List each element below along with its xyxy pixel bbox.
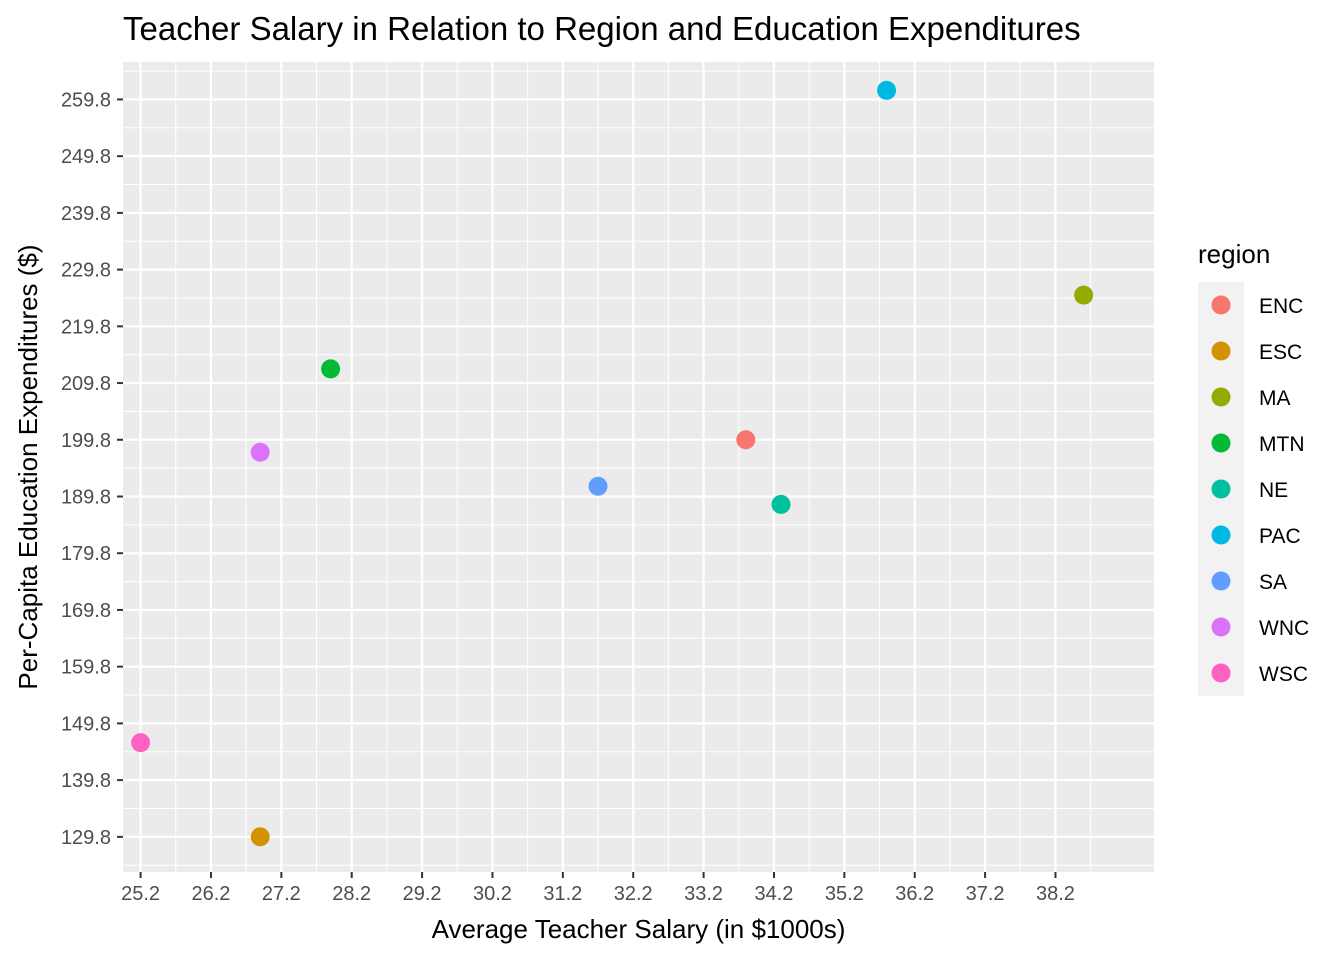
- y-tick-label: 179.8: [61, 543, 111, 565]
- legend-label-ma: MA: [1259, 387, 1291, 410]
- legend-items: ENC ESC MA MTN NE PAC SA WNC WSC: [1211, 295, 1309, 686]
- x-tick-label: 31.2: [543, 883, 582, 905]
- data-point-wnc: [250, 442, 270, 462]
- legend-key-mtn: [1211, 433, 1231, 453]
- data-point-ne: [771, 494, 791, 514]
- legend-label-ne: NE: [1259, 479, 1288, 502]
- y-tick-label: 239.8: [61, 203, 111, 225]
- y-axis-title: Per-Capita Education Expenditures ($): [13, 244, 43, 689]
- legend-label-pac: PAC: [1259, 525, 1301, 548]
- x-axis-title: Average Teacher Salary (in $1000s): [432, 914, 846, 944]
- legend-label-wnc: WNC: [1259, 617, 1309, 640]
- y-tick-label: 159.8: [61, 657, 111, 679]
- y-tick-label: 219.8: [61, 316, 111, 338]
- legend-label-enc: ENC: [1259, 295, 1303, 318]
- x-tick-label: 25.2: [121, 883, 160, 905]
- y-tick-label: 259.8: [61, 89, 111, 111]
- x-tick-label: 26.2: [192, 883, 231, 905]
- plot-panel: [123, 62, 1154, 872]
- legend: region ENC ESC MA MTN NE PAC SA WNC WSC: [1198, 239, 1309, 696]
- x-tick-label: 36.2: [895, 883, 934, 905]
- legend-key-ne: [1211, 479, 1231, 499]
- y-tick-label: 199.8: [61, 430, 111, 452]
- y-tick-label: 169.8: [61, 600, 111, 622]
- data-point-pac: [877, 80, 897, 100]
- legend-key-pac: [1211, 525, 1231, 545]
- legend-label-esc: ESC: [1259, 341, 1302, 364]
- y-tick-label: 149.8: [61, 713, 111, 735]
- y-tick-label: 229.8: [61, 260, 111, 282]
- data-point-ma: [1074, 285, 1094, 305]
- x-tick-label: 30.2: [473, 883, 512, 905]
- x-tick-label: 38.2: [1036, 883, 1075, 905]
- y-tick-label: 129.8: [61, 827, 111, 849]
- x-tick-label: 28.2: [332, 883, 371, 905]
- x-axis: 25.2 26.2 27.2 28.2 29.2 30.2 31.2 32.2 33.2 34.2…: [121, 872, 1075, 905]
- legend-key-esc: [1211, 341, 1231, 361]
- x-tick-label: 35.2: [825, 883, 864, 905]
- x-tick-label: 29.2: [403, 883, 442, 905]
- y-tick-label: 209.8: [61, 373, 111, 395]
- minor-gridlines: [123, 62, 1154, 872]
- legend-label-mtn: MTN: [1259, 433, 1305, 456]
- data-point-enc: [736, 430, 756, 450]
- y-tick-label: 249.8: [61, 146, 111, 168]
- y-tick-label: 189.8: [61, 486, 111, 508]
- data-point-sa: [588, 476, 608, 496]
- legend-label-wsc: WSC: [1259, 663, 1308, 686]
- legend-title: region: [1198, 239, 1270, 269]
- data-point-wsc: [131, 733, 151, 753]
- legend-key-wnc: [1211, 617, 1231, 637]
- legend-label-sa: SA: [1259, 571, 1287, 594]
- data-points: [131, 80, 1094, 847]
- y-axis: 129.8 139.8 149.8 159.8 169.8 179.8 189.8 199.8…: [61, 89, 123, 849]
- x-tick-label: 33.2: [684, 883, 723, 905]
- x-tick-label: 34.2: [755, 883, 794, 905]
- x-tick-label: 37.2: [966, 883, 1005, 905]
- legend-key-enc: [1211, 295, 1231, 315]
- legend-key-sa: [1211, 571, 1231, 591]
- legend-key-ma: [1211, 387, 1231, 407]
- x-tick-label: 27.2: [262, 883, 301, 905]
- x-tick-label: 32.2: [614, 883, 653, 905]
- data-point-esc: [250, 827, 270, 847]
- chart-title: Teacher Salary in Relation to Region and…: [123, 10, 1081, 47]
- data-point-mtn: [321, 359, 341, 379]
- y-tick-label: 139.8: [61, 770, 111, 792]
- major-gridlines: [123, 62, 1154, 872]
- legend-key-wsc: [1211, 663, 1231, 683]
